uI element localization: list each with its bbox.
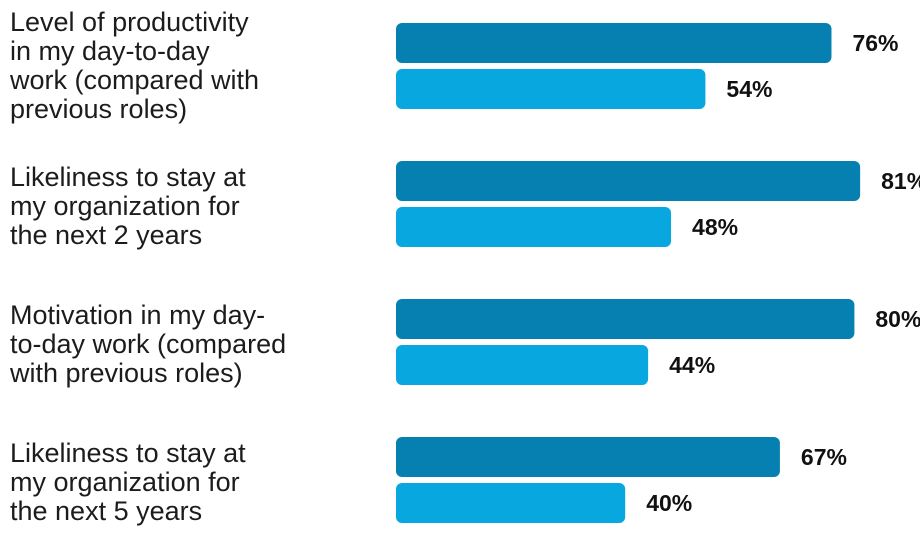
- bar-stay-5-years-series-2: [396, 483, 626, 523]
- data-label-motivation-series-2: 44%: [669, 352, 715, 378]
- bar-productivity-series-2: [396, 69, 706, 109]
- bar-stay-5-years-series-1: [396, 437, 780, 477]
- category-label-productivity: Level of productivity in my day-to-day w…: [10, 7, 260, 124]
- category-label-stay-2-years: Likeliness to stay at my organization fo…: [10, 162, 246, 250]
- data-label-stay-2-years-series-2: 48%: [692, 214, 738, 240]
- bar-motivation-series-2: [396, 345, 649, 385]
- bar-productivity-series-1: [396, 23, 832, 63]
- data-label-stay-2-years-series-1: 81%: [881, 168, 920, 194]
- bar-stay-2-years-series-2: [396, 207, 672, 247]
- data-label-productivity-series-1: 76%: [852, 30, 898, 56]
- category-label-motivation: Motivation in my day- to-day work (compa…: [10, 300, 287, 388]
- category-label-stay-5-years: Likeliness to stay at my organization fo…: [10, 438, 246, 526]
- bar-motivation-series-1: [396, 299, 855, 339]
- data-label-productivity-series-2: 54%: [726, 76, 772, 102]
- data-label-motivation-series-1: 80%: [875, 306, 920, 332]
- bar-stay-2-years-series-1: [396, 161, 861, 201]
- data-label-stay-5-years-series-2: 40%: [646, 490, 692, 516]
- data-label-stay-5-years-series-1: 67%: [801, 444, 847, 470]
